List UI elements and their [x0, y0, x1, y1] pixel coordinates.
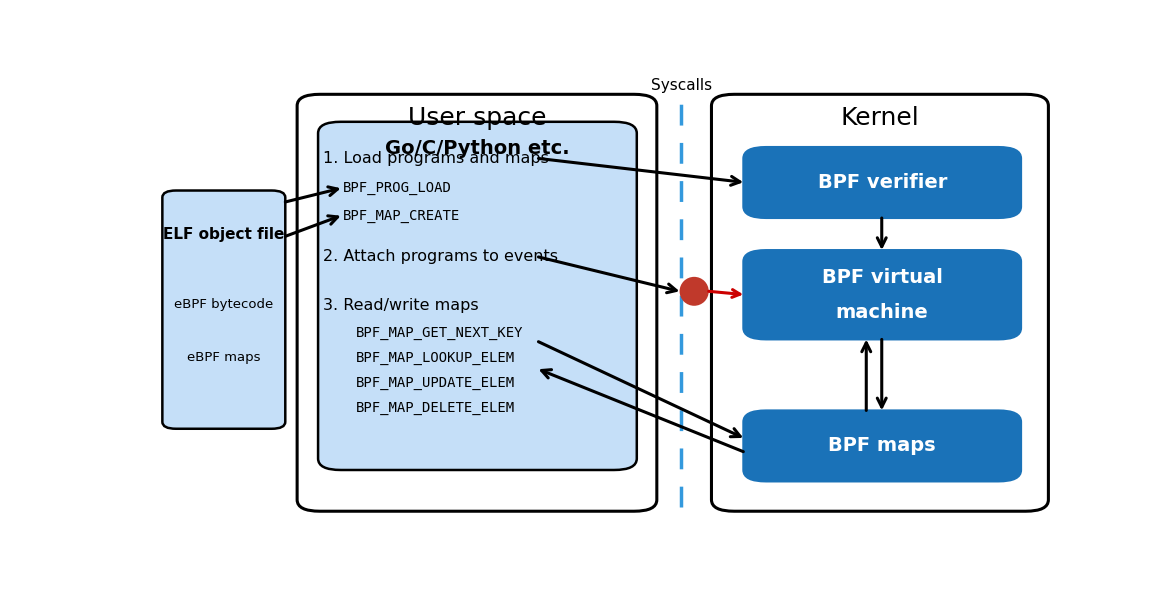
Text: machine: machine: [835, 303, 928, 322]
Text: BPF_PROG_LOAD: BPF_PROG_LOAD: [343, 181, 451, 195]
Text: BPF_MAP_LOOKUP_ELEM: BPF_MAP_LOOKUP_ELEM: [356, 350, 516, 365]
FancyBboxPatch shape: [744, 250, 1021, 339]
Text: ELF object file: ELF object file: [163, 227, 284, 242]
Text: BPF virtual: BPF virtual: [821, 268, 942, 287]
Text: Kernel: Kernel: [840, 106, 919, 130]
FancyBboxPatch shape: [744, 411, 1021, 481]
Text: Go/C/Python etc.: Go/C/Python etc.: [385, 139, 570, 158]
FancyBboxPatch shape: [711, 94, 1048, 511]
Text: Syscalls: Syscalls: [651, 77, 712, 93]
Text: BPF_MAP_DELETE_ELEM: BPF_MAP_DELETE_ELEM: [356, 401, 516, 415]
FancyBboxPatch shape: [162, 190, 286, 429]
Text: BPF maps: BPF maps: [828, 437, 936, 455]
Ellipse shape: [679, 277, 709, 306]
FancyBboxPatch shape: [297, 94, 657, 511]
Text: BPF_MAP_GET_NEXT_KEY: BPF_MAP_GET_NEXT_KEY: [356, 325, 524, 340]
Text: eBPF maps: eBPF maps: [187, 351, 261, 364]
Text: BPF_MAP_CREATE: BPF_MAP_CREATE: [343, 209, 459, 223]
Text: BPF verifier: BPF verifier: [818, 173, 947, 192]
Text: User space: User space: [408, 106, 546, 130]
Text: 1. Load programs and maps: 1. Load programs and maps: [323, 151, 549, 166]
Text: 3. Read/write maps: 3. Read/write maps: [323, 298, 478, 312]
FancyBboxPatch shape: [744, 147, 1021, 218]
FancyBboxPatch shape: [318, 122, 637, 470]
Text: eBPF bytecode: eBPF bytecode: [174, 298, 274, 311]
Text: BPF_MAP_UPDATE_ELEM: BPF_MAP_UPDATE_ELEM: [356, 376, 516, 390]
Text: 2. Attach programs to events: 2. Attach programs to events: [323, 249, 558, 264]
